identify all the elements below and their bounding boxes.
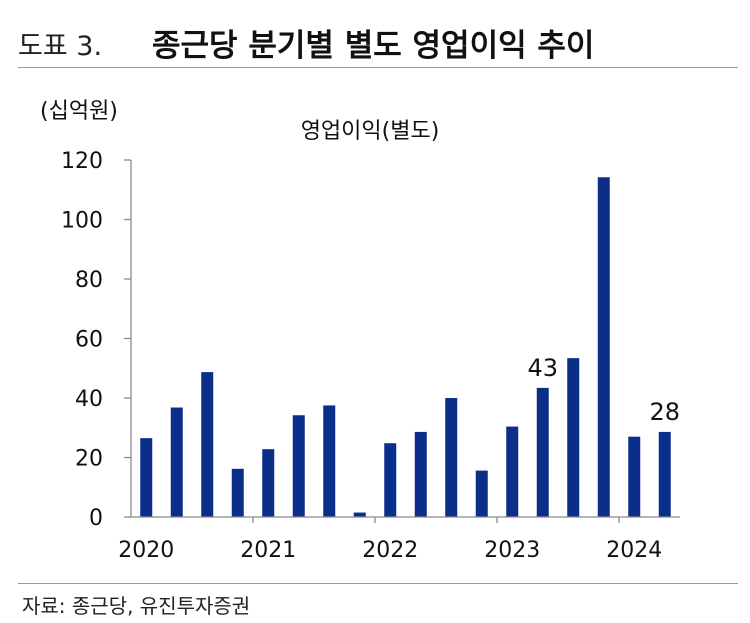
bar-series	[140, 177, 671, 517]
bar-1Q24	[628, 436, 641, 517]
bar-3Q20	[201, 372, 214, 517]
bar-1Q21	[262, 449, 275, 517]
x-tick-label-2023: 2023	[484, 538, 540, 563]
bar-2Q20	[170, 407, 183, 517]
bar-1Q20	[140, 438, 153, 517]
source-note: 자료: 종근당, 유진투자증권	[22, 594, 251, 618]
bar-2Q23	[536, 387, 549, 517]
chart-title: 영업이익(별도)	[301, 119, 440, 144]
bar-3Q22	[445, 398, 458, 517]
figure-number: 도표 3.	[18, 31, 103, 62]
data-labels: 43 28	[527, 354, 680, 426]
x-tick-label-2020: 2020	[118, 538, 174, 563]
bar-2Q22	[414, 431, 427, 517]
bar-2Q21	[292, 415, 305, 517]
y-tick-label: 20	[75, 447, 103, 472]
x-tick-label-2021: 2021	[240, 538, 296, 563]
y-tick-label: 0	[89, 506, 103, 531]
y-tick-label: 60	[75, 328, 103, 353]
y-tick-label: 80	[75, 268, 103, 293]
figure-header: 도표 3. 종근당 분기별 별도 영업이익 추이	[0, 0, 750, 70]
y-axis: 0 20 40 60 80 100 120	[61, 149, 132, 531]
bar-4Q21	[353, 512, 366, 517]
figure-title: 종근당 분기별 별도 영업이익 추이	[152, 28, 595, 64]
bar-2Q24	[658, 431, 671, 517]
bar-4Q23	[597, 177, 610, 517]
header-divider	[18, 67, 738, 68]
x-axis: 2020 2021 2022 2023 2024	[118, 516, 680, 563]
y-tick-label: 40	[75, 387, 103, 412]
bar-1Q23	[506, 426, 519, 517]
x-tick-label-2022: 2022	[362, 538, 418, 563]
y-tick-label: 120	[61, 149, 103, 174]
data-label-2Q24: 28	[649, 398, 680, 426]
bar-1Q22	[384, 443, 397, 517]
bar-3Q21	[323, 405, 336, 517]
footer-divider	[18, 583, 738, 584]
bar-4Q22	[475, 470, 488, 517]
x-tick-label-2024: 2024	[606, 538, 662, 563]
y-axis-unit-label: (십억원)	[40, 99, 118, 124]
data-label-2Q23: 43	[527, 354, 558, 382]
bar-4Q20	[231, 468, 244, 517]
y-tick-label: 100	[61, 209, 103, 234]
bar-3Q23	[567, 358, 580, 517]
